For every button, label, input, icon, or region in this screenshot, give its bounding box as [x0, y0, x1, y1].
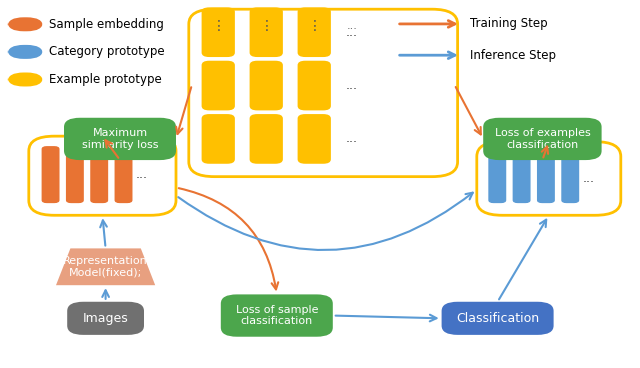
FancyBboxPatch shape [29, 136, 176, 215]
Text: Sample embedding: Sample embedding [49, 18, 164, 31]
FancyBboxPatch shape [442, 302, 554, 335]
FancyBboxPatch shape [561, 153, 579, 203]
Polygon shape [56, 248, 155, 285]
Text: Classification: Classification [456, 312, 539, 325]
Text: ...: ... [347, 21, 357, 31]
Text: Images: Images [83, 312, 129, 325]
Text: Loss of sample
classification: Loss of sample classification [236, 305, 318, 326]
FancyBboxPatch shape [298, 114, 331, 164]
FancyBboxPatch shape [202, 61, 235, 110]
Text: ...: ... [346, 132, 358, 145]
Text: ...: ... [583, 172, 595, 185]
Text: Maximum
similarity loss: Maximum similarity loss [82, 128, 158, 150]
FancyBboxPatch shape [513, 153, 531, 203]
FancyBboxPatch shape [66, 146, 84, 203]
FancyBboxPatch shape [250, 7, 283, 57]
FancyBboxPatch shape [115, 146, 132, 203]
FancyBboxPatch shape [189, 9, 458, 177]
FancyBboxPatch shape [90, 146, 108, 203]
Text: ⋮: ⋮ [211, 19, 225, 33]
Text: ...: ... [346, 79, 358, 92]
FancyBboxPatch shape [298, 61, 331, 110]
FancyBboxPatch shape [477, 142, 621, 215]
FancyBboxPatch shape [67, 302, 144, 335]
Text: Loss of examples
classification: Loss of examples classification [495, 128, 590, 150]
Text: ⋮: ⋮ [307, 19, 321, 33]
Text: Example prototype: Example prototype [49, 73, 162, 86]
FancyBboxPatch shape [483, 118, 602, 160]
Text: ⋮: ⋮ [259, 19, 273, 33]
FancyBboxPatch shape [42, 146, 60, 203]
Text: Training Step: Training Step [470, 17, 548, 31]
FancyBboxPatch shape [8, 72, 43, 86]
FancyBboxPatch shape [202, 7, 235, 57]
FancyBboxPatch shape [298, 7, 331, 57]
Text: Inference Step: Inference Step [470, 49, 556, 62]
Text: Representation
Model(fixed);: Representation Model(fixed); [63, 256, 148, 277]
FancyBboxPatch shape [537, 153, 555, 203]
Text: ...: ... [136, 168, 148, 181]
FancyBboxPatch shape [488, 153, 506, 203]
Text: Category prototype: Category prototype [49, 45, 165, 59]
Text: ...: ... [346, 26, 358, 39]
FancyBboxPatch shape [8, 17, 43, 31]
FancyBboxPatch shape [250, 114, 283, 164]
FancyBboxPatch shape [8, 45, 43, 59]
FancyBboxPatch shape [64, 118, 176, 160]
FancyBboxPatch shape [221, 294, 333, 337]
FancyBboxPatch shape [250, 61, 283, 110]
FancyBboxPatch shape [202, 114, 235, 164]
